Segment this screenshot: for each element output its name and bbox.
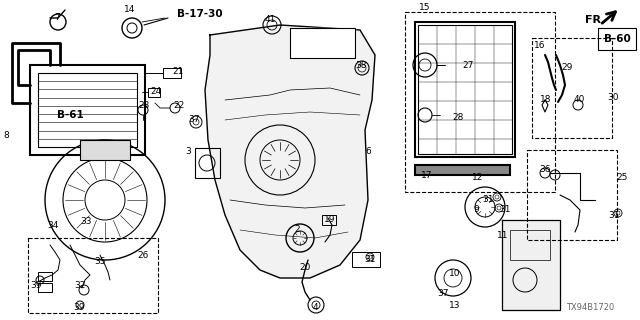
- Text: 39: 39: [30, 281, 42, 290]
- Text: 6: 6: [365, 148, 371, 156]
- Text: B-17-30: B-17-30: [177, 9, 223, 19]
- Text: 26: 26: [138, 251, 148, 260]
- Bar: [28, 238, 158, 313]
- Bar: [405, 12, 555, 192]
- Text: 15: 15: [419, 4, 431, 12]
- Bar: [352, 252, 380, 267]
- Text: 20: 20: [300, 263, 310, 273]
- Text: 28: 28: [452, 114, 464, 123]
- Text: 17: 17: [421, 171, 433, 180]
- Text: 10: 10: [449, 268, 461, 277]
- Bar: [195, 148, 220, 178]
- Bar: [598, 28, 636, 50]
- Bar: [38, 272, 52, 281]
- Text: 8: 8: [3, 132, 9, 140]
- Polygon shape: [290, 28, 355, 58]
- Polygon shape: [502, 220, 560, 310]
- Text: FR.: FR.: [585, 15, 605, 25]
- Text: 40: 40: [573, 95, 585, 105]
- Text: 19: 19: [324, 215, 336, 225]
- Text: 4: 4: [312, 303, 318, 313]
- Bar: [38, 73, 137, 147]
- Bar: [80, 140, 130, 160]
- Text: 7: 7: [54, 13, 60, 22]
- Text: 12: 12: [472, 173, 484, 182]
- Text: 22: 22: [173, 100, 184, 109]
- Text: 32: 32: [74, 281, 86, 290]
- Bar: [30, 65, 145, 155]
- Text: 37: 37: [437, 289, 449, 298]
- Text: TX94B1720: TX94B1720: [566, 303, 614, 313]
- Bar: [148, 88, 160, 97]
- Polygon shape: [205, 25, 375, 278]
- Text: 31: 31: [499, 205, 511, 214]
- Bar: [418, 25, 512, 154]
- Bar: [322, 215, 336, 225]
- Text: B-61: B-61: [56, 110, 83, 120]
- Text: 16: 16: [534, 41, 546, 50]
- Text: 29: 29: [561, 63, 573, 73]
- Bar: [527, 150, 617, 240]
- Text: 36: 36: [540, 165, 551, 174]
- Text: 27: 27: [462, 60, 474, 69]
- Text: 34: 34: [47, 221, 59, 230]
- Bar: [532, 38, 612, 138]
- Text: 9: 9: [473, 205, 479, 214]
- Bar: [415, 165, 510, 175]
- Text: 31: 31: [483, 196, 493, 204]
- Text: 37: 37: [188, 116, 200, 124]
- Text: 24: 24: [150, 86, 162, 95]
- Bar: [415, 22, 515, 157]
- Text: 33: 33: [80, 217, 92, 226]
- Text: 35: 35: [94, 258, 106, 267]
- Bar: [510, 230, 550, 260]
- Text: 39: 39: [73, 303, 84, 313]
- Text: 2: 2: [294, 226, 300, 235]
- Text: B-60: B-60: [604, 34, 630, 44]
- Text: 23: 23: [138, 101, 150, 110]
- Text: 13: 13: [449, 301, 461, 310]
- Text: 21: 21: [172, 68, 184, 76]
- Bar: [38, 283, 52, 292]
- Bar: [163, 68, 181, 78]
- Text: 18: 18: [540, 95, 552, 105]
- Text: 41: 41: [264, 15, 276, 25]
- Text: 11: 11: [497, 230, 509, 239]
- Text: 31: 31: [608, 211, 620, 220]
- Text: 14: 14: [124, 5, 136, 14]
- Text: 25: 25: [616, 173, 628, 182]
- Text: 38: 38: [355, 61, 367, 70]
- Text: 31: 31: [364, 255, 376, 265]
- Text: 3: 3: [185, 148, 191, 156]
- Text: 30: 30: [607, 93, 619, 102]
